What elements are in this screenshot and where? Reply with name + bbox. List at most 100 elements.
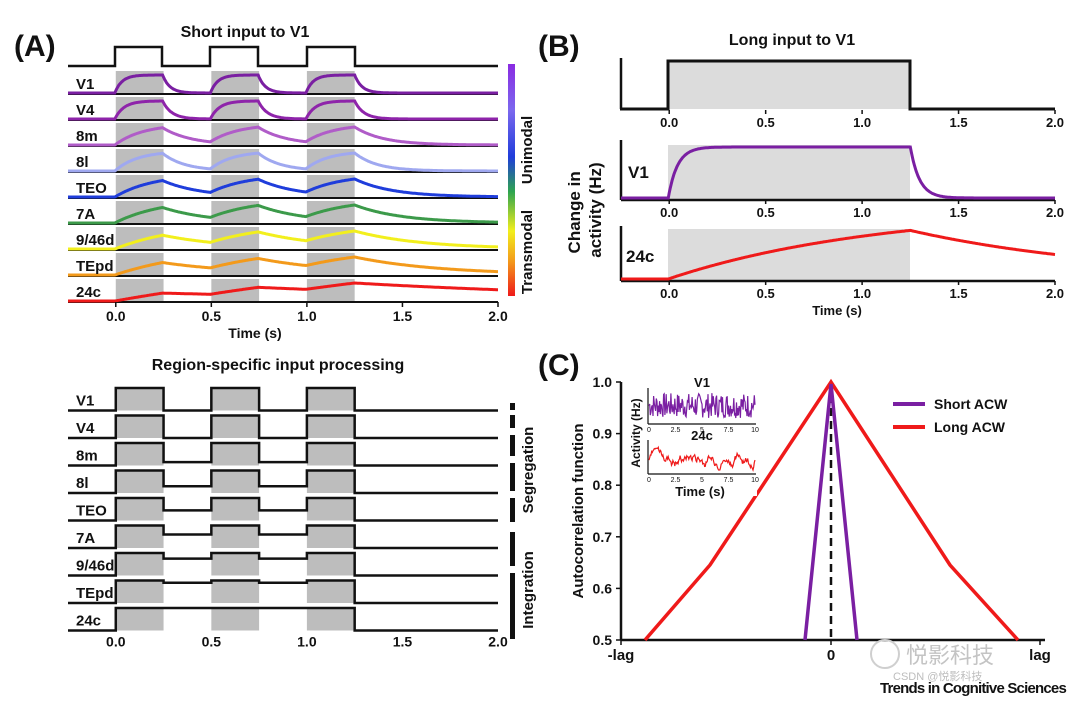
integration-bar-segment	[510, 573, 515, 639]
processing-region-label: 7A	[76, 530, 95, 547]
input-window-shade	[211, 201, 260, 223]
panel-b-v1-label: V1	[628, 163, 649, 182]
panel-a-letter: (A)	[14, 30, 56, 63]
processing-window-shade	[211, 608, 260, 631]
region-label: TEO	[76, 180, 107, 197]
panel-a-xlabel: Time (s)	[228, 325, 281, 341]
inset-x-tick-label: 2.5	[671, 427, 681, 434]
x-tick-label: 0.5	[757, 115, 775, 130]
processing-region-label: TEpd	[76, 585, 114, 602]
processing-window-shade	[211, 580, 260, 603]
processing-window-shade	[115, 608, 164, 631]
region-trace-9-46d	[68, 229, 498, 251]
panel-c-ylabel: Autocorrelation function	[570, 424, 587, 599]
processing-title: Region-specific input processing	[152, 357, 404, 374]
segregation-bar-segment	[510, 498, 515, 522]
processing-region-label: TEO	[76, 503, 107, 520]
region-trace-TEpd	[68, 255, 498, 277]
panel-b-ylabel: Change in activity (Hz)	[565, 162, 605, 257]
region-label: V4	[76, 102, 95, 119]
processing-window-shade	[306, 553, 355, 576]
x-tick-label: 0.5	[202, 308, 222, 324]
watermark: 悦影科技 CSDN @悦影科技	[870, 639, 994, 683]
x-tick-label: 2.0	[488, 634, 508, 650]
region-trace-TEO	[68, 177, 498, 199]
region-label: 7A	[76, 206, 95, 223]
inset-xlabel: Time (s)	[675, 484, 725, 499]
inset-x-tick-label: 10	[751, 427, 759, 434]
input-window-shade	[306, 201, 355, 223]
processing-region-label: 9/46d	[76, 558, 114, 575]
inset-24c-trace	[648, 445, 756, 472]
processing-window-shade	[115, 470, 164, 493]
input-window-shade	[211, 253, 260, 275]
inset-24c-label: 24c	[691, 428, 713, 443]
panel-b-xlabel: Time (s)	[812, 303, 862, 318]
processing-region-label: V4	[76, 420, 95, 437]
panel-c-legend: Short ACW Long ACW	[893, 396, 1008, 435]
input-window-shade	[115, 149, 164, 171]
processing-window-shade	[115, 580, 164, 603]
processing-window-shade	[211, 443, 260, 466]
panel-c-y-ticks: 1.0 0.9 0.8 0.7 0.6 0.5	[593, 374, 621, 648]
region-label: V1	[76, 76, 94, 93]
y-tick-label: 0.6	[593, 580, 613, 596]
long-acw-curve	[643, 378, 1020, 642]
inset-bottom-x-ticks: 0 2.5 5 7.5 10	[647, 477, 759, 484]
processing-x-axis: 0.0 0.5 1.0 1.5 2.0	[106, 634, 508, 650]
panel-b: (B) Long input to V1 0.0 0.5 1.0 1.5 2.0 V1 …	[538, 30, 1064, 318]
panel-c-inset: V1 24c 0 2.5 5 7.5 10 0 2.5 5 7.5 10 Activity (H…	[629, 375, 759, 499]
journal-footer: Trends in Cognitive Sciences	[880, 680, 1066, 697]
x-tick-label: 2.0	[1046, 205, 1064, 220]
processing-region-label: V1	[76, 393, 94, 410]
processing-window-shade	[306, 388, 355, 411]
input-window-shade	[211, 227, 260, 249]
processing-window-shade	[211, 388, 260, 411]
inset-x-tick-label: 7.5	[724, 427, 734, 434]
panel-b-axis-bottom: 0.0 0.5 1.0 1.5 2.0	[660, 281, 1064, 301]
long-input-shade	[668, 61, 910, 109]
processing-window-shade	[306, 580, 355, 603]
x-tick-label: -lag	[608, 647, 635, 664]
panel-b-axis-top: 0.0 0.5 1.0 1.5 2.0	[660, 110, 1064, 130]
processing-trace	[68, 414, 498, 440]
y-tick-label: 0.9	[593, 426, 613, 442]
inset-ylabel: Activity (Hz)	[629, 398, 643, 467]
processing-window-shade	[115, 498, 164, 521]
processing-region-label: 8m	[76, 448, 98, 465]
processing-trace	[68, 579, 498, 605]
processing-trace	[68, 386, 498, 412]
x-tick-label: 1.5	[950, 115, 968, 130]
inset-x-tick-label: 7.5	[724, 477, 734, 484]
processing-window-shade	[306, 415, 355, 438]
processing-window-shade	[115, 443, 164, 466]
segregation-bar-segment	[510, 403, 515, 410]
colorbar-transmodal-label: Transmodal	[519, 210, 536, 294]
input-window-shade	[211, 123, 260, 145]
y-tick-label: 0.7	[593, 529, 613, 545]
integration-bar-segment	[510, 532, 515, 566]
panel-c-x-ticks: -lag 0 lag	[608, 640, 1051, 664]
colorbar-unimodal-label: Unimodal	[519, 116, 536, 184]
x-tick-label: 2.0	[1046, 286, 1064, 301]
24c-long-trace	[621, 228, 1056, 281]
x-tick-label: 0.0	[660, 205, 678, 220]
processing-trace	[68, 524, 498, 550]
panel-b-ylabel-line1: Change in	[565, 171, 584, 253]
wechat-logo-icon	[870, 639, 900, 669]
inset-top-x-ticks: 0 2.5 5 7.5 10	[647, 427, 759, 434]
processing-window-shade	[115, 525, 164, 548]
x-tick-label: 0.5	[757, 286, 775, 301]
region-trace-7A	[68, 203, 498, 225]
x-tick-label: 0.0	[660, 286, 678, 301]
processing-trace	[68, 551, 498, 577]
short-acw-curve	[803, 383, 859, 641]
x-tick-label: 0.0	[106, 308, 126, 324]
region-label: 24c	[76, 284, 101, 301]
watermark-text: 悦影科技	[906, 643, 994, 668]
processing-window-shade	[211, 415, 260, 438]
segregation-label: Segregation	[520, 427, 537, 514]
processing-window-shade	[211, 525, 260, 548]
panel-b-title: Long input to V1	[729, 32, 855, 49]
